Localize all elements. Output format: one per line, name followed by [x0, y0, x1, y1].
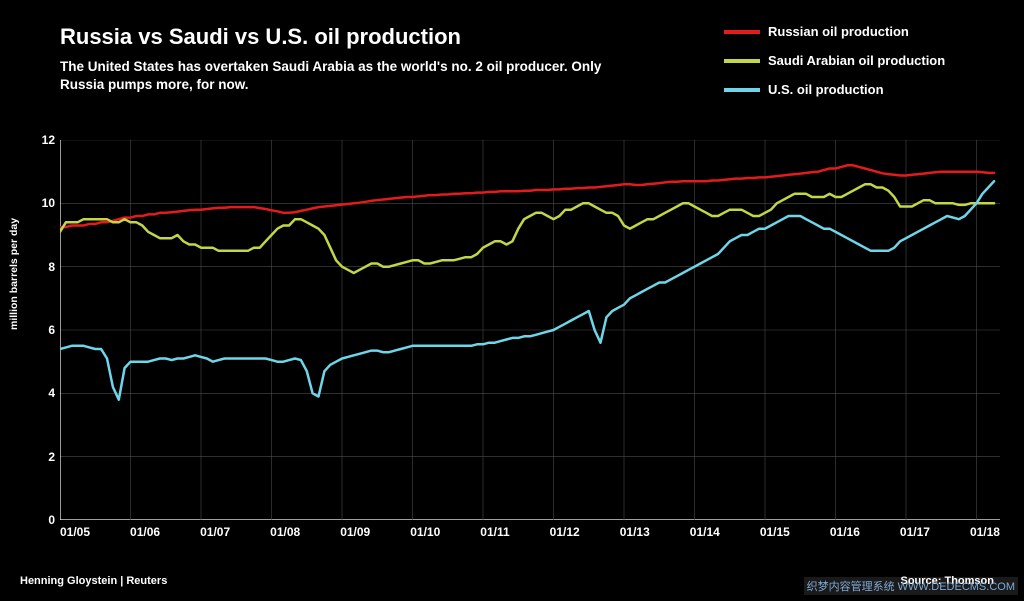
- legend-swatch: [724, 88, 760, 92]
- y-tick: 4: [20, 386, 55, 400]
- legend-swatch: [724, 30, 760, 34]
- y-tick: 8: [20, 260, 55, 274]
- y-tick: 10: [20, 196, 55, 210]
- legend-label: Russian oil production: [768, 24, 909, 39]
- x-tick: 01/11: [480, 525, 509, 539]
- legend-item: Saudi Arabian oil production: [724, 53, 994, 68]
- x-tick: 01/17: [900, 525, 930, 539]
- x-tick: 01/14: [690, 525, 720, 539]
- y-axis-ticks: 024681012: [20, 140, 55, 520]
- x-tick: 01/08: [270, 525, 300, 539]
- x-tick: 01/07: [200, 525, 230, 539]
- legend-swatch: [724, 59, 760, 63]
- legend: Russian oil production Saudi Arabian oil …: [724, 24, 994, 111]
- series-line: [60, 184, 994, 273]
- chart-container: Russia vs Saudi vs U.S. oil production T…: [0, 0, 1024, 601]
- x-tick: 01/12: [550, 525, 580, 539]
- watermark: 织梦内容管理系统 WWW.DEDECMS.COM: [804, 577, 1018, 595]
- legend-item: Russian oil production: [724, 24, 994, 39]
- x-tick: 01/09: [340, 525, 370, 539]
- x-tick: 01/13: [620, 525, 650, 539]
- x-tick: 01/18: [970, 525, 1000, 539]
- x-tick: 01/15: [760, 525, 790, 539]
- legend-label: Saudi Arabian oil production: [768, 53, 945, 68]
- y-tick: 2: [20, 450, 55, 464]
- legend-item: U.S. oil production: [724, 82, 994, 97]
- chart-subtitle: The United States has overtaken Saudi Ar…: [60, 58, 620, 94]
- y-tick: 6: [20, 323, 55, 337]
- y-tick: 12: [20, 133, 55, 147]
- x-tick: 01/06: [130, 525, 160, 539]
- footer-credit: Henning Gloystein | Reuters: [20, 575, 167, 587]
- y-axis-label: million barrels per day: [8, 218, 20, 330]
- x-tick: 01/05: [60, 525, 90, 539]
- y-tick: 0: [20, 513, 55, 527]
- x-tick: 01/16: [830, 525, 860, 539]
- line-chart: [60, 140, 1000, 520]
- series-line: [60, 181, 994, 400]
- x-axis-ticks: 01/05 01/06 01/07 01/08 01/09 01/10 01/11 01/12…: [60, 525, 1000, 539]
- x-tick: 01/10: [410, 525, 440, 539]
- legend-label: U.S. oil production: [768, 82, 884, 97]
